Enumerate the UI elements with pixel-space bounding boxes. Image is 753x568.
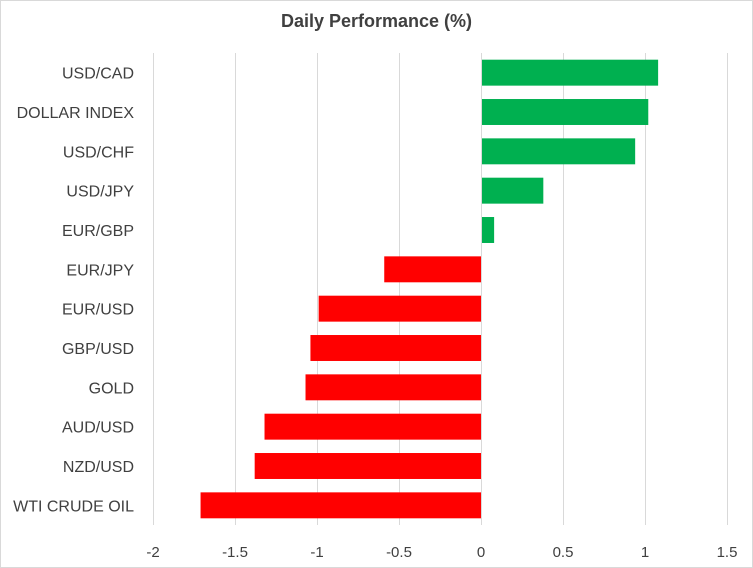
bar-gold [305, 374, 481, 401]
category-label: AUD/USD [62, 420, 134, 437]
bar-gbp-usd [310, 335, 481, 361]
category-label: USD/CHF [63, 144, 134, 161]
bar-usd-chf [481, 138, 636, 165]
bar-eur-jpy [384, 256, 481, 283]
bar-usd-jpy [481, 177, 544, 204]
category-label: WTI CRUDE OIL [13, 498, 134, 515]
x-tick-label: -2 [146, 544, 159, 561]
x-tick-label: -1.5 [222, 544, 248, 561]
chart-title: Daily Performance (%) [280, 11, 473, 31]
bar-dollar-index [481, 99, 649, 125]
bar-usd-cad [481, 59, 659, 86]
x-tick-label: 0 [477, 544, 485, 561]
bar-eur-gbp [481, 217, 495, 243]
bar-aud-usd [264, 413, 481, 440]
bar-eur-usd [318, 295, 481, 322]
category-label: EUR/GBP [62, 223, 134, 240]
category-label: EUR/JPY [66, 262, 134, 279]
x-tick-label: 0.5 [553, 544, 574, 561]
category-label: GOLD [89, 380, 134, 397]
x-tick-label: -1 [310, 544, 323, 561]
category-label: USD/CAD [62, 66, 134, 83]
bar-wti-crude-oil [200, 492, 481, 519]
bar-nzd-usd [254, 453, 481, 479]
category-label: USD/JPY [66, 184, 134, 201]
category-label: GBP/USD [62, 341, 134, 358]
x-tick-label: -0.5 [386, 544, 412, 561]
category-label: DOLLAR INDEX [17, 105, 135, 122]
category-label: EUR/USD [62, 302, 134, 319]
x-tick-label: 1 [641, 544, 649, 561]
x-tick-label: 1.5 [717, 544, 738, 561]
category-label: NZD/USD [63, 459, 134, 476]
